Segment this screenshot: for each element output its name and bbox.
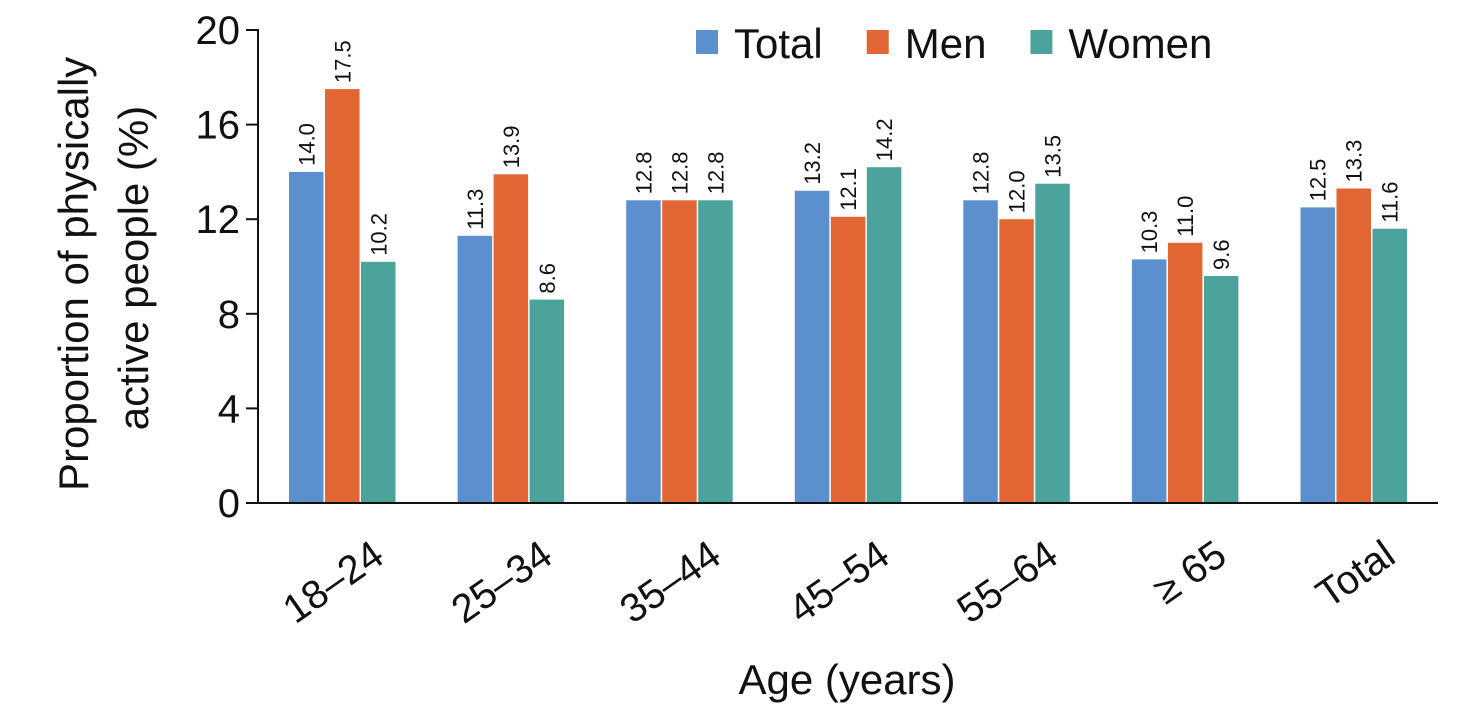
y-tick-label-2: 8 bbox=[218, 293, 240, 337]
data-label-women-2: 12.8 bbox=[703, 151, 728, 194]
bar-men-0 bbox=[325, 89, 360, 503]
bar-men-4 bbox=[999, 219, 1034, 503]
y-axis-title-line-2: active people (%) bbox=[110, 106, 157, 431]
y-axis-title-line-1: Proportion of physically bbox=[50, 57, 97, 491]
data-label-total-1: 11.3 bbox=[463, 189, 488, 230]
bar-men-5 bbox=[1167, 242, 1203, 504]
data-label-men-3: 12.1 bbox=[836, 168, 861, 211]
data-label-total-5: 10.3 bbox=[1137, 211, 1162, 254]
data-label-men-6: 13.3 bbox=[1342, 140, 1367, 183]
bar-total-6 bbox=[1300, 207, 1335, 503]
data-label-total-3: 13.2 bbox=[800, 142, 825, 185]
bar-women-3 bbox=[866, 167, 902, 503]
bar-total-5 bbox=[1131, 259, 1167, 503]
data-label-women-6: 11.6 bbox=[1378, 182, 1403, 223]
data-label-men-4: 12.0 bbox=[1005, 170, 1030, 213]
bar-men-3 bbox=[830, 216, 866, 504]
data-label-total-2: 12.8 bbox=[631, 151, 656, 194]
bar-women-1 bbox=[529, 299, 565, 503]
bar-women-4 bbox=[1035, 183, 1070, 503]
bar-women-2 bbox=[698, 200, 733, 504]
bar-women-5 bbox=[1203, 276, 1239, 503]
data-label-total-0: 14.0 bbox=[294, 123, 319, 166]
x-tick-label-5: ≥ 65 bbox=[1146, 532, 1235, 613]
y-tick-label-4: 16 bbox=[196, 104, 241, 148]
y-tick-label-3: 12 bbox=[196, 198, 241, 242]
bar-men-1 bbox=[493, 174, 529, 504]
bar-total-0 bbox=[289, 171, 324, 503]
x-tick-label-2: 35–44 bbox=[612, 532, 728, 632]
x-tick-label-3: 45–54 bbox=[781, 532, 897, 632]
x-axis-title: Age (years) bbox=[738, 656, 955, 703]
y-tick-label-1: 4 bbox=[218, 387, 240, 431]
data-label-women-0: 10.2 bbox=[366, 213, 391, 256]
data-label-women-5: 9.6 bbox=[1209, 239, 1234, 270]
data-label-women-3: 14.2 bbox=[872, 118, 897, 161]
data-label-total-4: 12.8 bbox=[969, 151, 994, 194]
data-label-men-5: 11.0 bbox=[1173, 196, 1198, 237]
legend-label-men: Men bbox=[905, 20, 987, 67]
legend: Total Men Women bbox=[696, 20, 1212, 67]
bar-women-6 bbox=[1372, 228, 1407, 503]
bars-layer bbox=[289, 89, 1407, 504]
bar-total-4 bbox=[963, 200, 998, 504]
x-tick-label-0: 18–24 bbox=[275, 532, 391, 632]
bar-women-0 bbox=[361, 261, 396, 503]
data-label-women-4: 13.5 bbox=[1041, 135, 1066, 178]
data-label-men-0: 17.5 bbox=[330, 40, 355, 83]
legend-swatch-total bbox=[696, 30, 718, 54]
y-tick-label-5: 20 bbox=[196, 9, 241, 53]
data-label-women-1: 8.6 bbox=[535, 263, 560, 294]
bar-total-1 bbox=[457, 235, 493, 504]
data-labels-layer: 14.0 17.5 10.2 11.3 13.9 8.6 12.8 12.8 12.8 13.2 1… bbox=[294, 40, 1402, 293]
bar-men-2 bbox=[662, 200, 697, 504]
data-label-men-2: 12.8 bbox=[667, 151, 692, 194]
bar-men-6 bbox=[1336, 188, 1371, 503]
legend-swatch-women bbox=[1030, 30, 1053, 54]
bar-total-3 bbox=[794, 190, 830, 504]
legend-label-women: Women bbox=[1068, 20, 1212, 67]
legend-swatch-men bbox=[866, 30, 889, 54]
x-tick-label-1: 25–34 bbox=[444, 532, 560, 632]
x-tick-label-4: 55–64 bbox=[949, 532, 1065, 632]
y-axis-title: Proportion of physically active people (… bbox=[50, 45, 157, 491]
data-label-total-6: 12.5 bbox=[1306, 159, 1331, 202]
y-tick-label-0: 0 bbox=[218, 482, 240, 526]
legend-label-total: Total bbox=[734, 20, 823, 67]
bar-total-2 bbox=[626, 200, 661, 504]
x-tick-label-6: Total bbox=[1308, 532, 1402, 617]
data-label-men-1: 13.9 bbox=[499, 125, 524, 168]
